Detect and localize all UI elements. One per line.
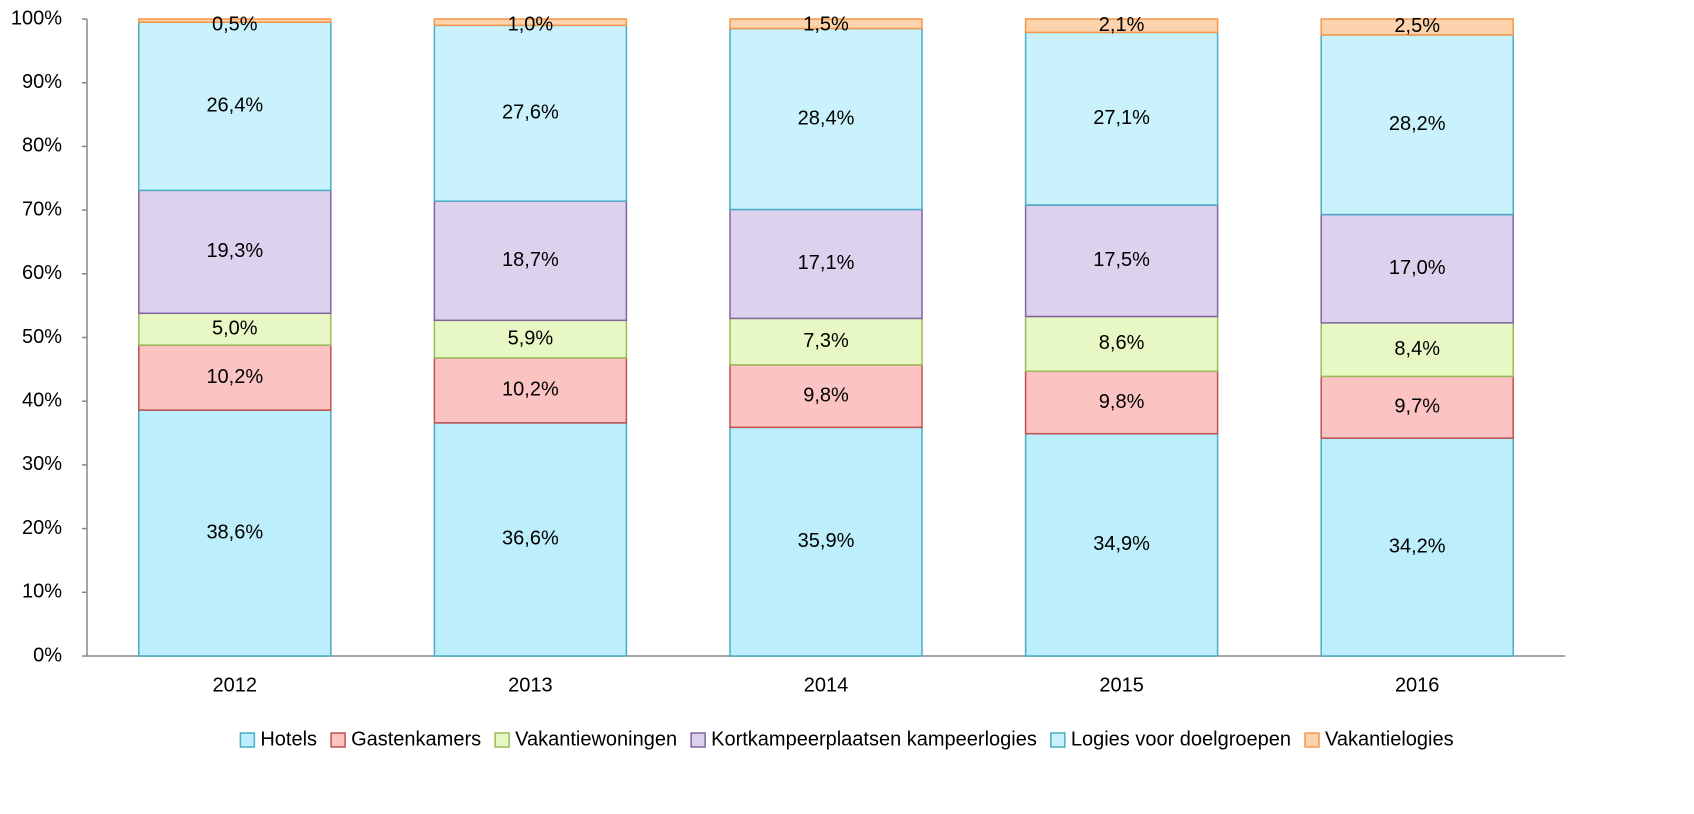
bar-segment [433,200,628,322]
bar-segment [729,18,923,30]
bar-segment [729,27,923,211]
x-tick-label: 2014 [804,674,849,696]
bar-segment [729,317,923,366]
y-tick-label: 10% [22,581,62,603]
data-label: 18,7% [502,249,559,271]
data-label: 35,9% [798,530,855,552]
bar-segment [138,409,332,657]
data-label: 9,8% [1099,391,1145,413]
y-tick-label: 40% [22,389,62,411]
legend-label: Vakantielogies [1325,728,1454,750]
data-label: 7,3% [803,330,849,352]
legend-swatch [1050,732,1066,748]
data-label: 28,2% [1389,113,1446,135]
y-tick-label: 0% [33,644,62,666]
data-label: 5,0% [212,318,258,340]
data-label: 2,5% [1394,15,1440,37]
bar-segment [1024,204,1219,318]
legend-item: Vakantiewoningen [494,728,677,750]
legend-swatch [690,732,706,748]
y-tick-label: 60% [22,262,62,284]
bar-segment [729,364,923,429]
bar-segment [433,357,628,424]
data-label: 17,1% [798,252,855,274]
bar-segment [433,24,628,202]
y-tick-label: 50% [22,326,62,348]
bar-segment [1320,375,1514,439]
x-tick-label: 2015 [1099,674,1144,696]
data-label: 1,5% [803,13,849,35]
bar-segment [138,344,332,411]
y-tick-label: 20% [22,517,62,539]
bar-segment [1320,34,1514,216]
data-label: 17,5% [1093,249,1150,271]
y-tick-label: 90% [22,71,62,93]
legend-swatch [330,732,346,748]
bar-segment [1024,315,1219,373]
data-label: 0,5% [212,13,258,35]
bar-segment [433,319,628,359]
bar-segment [1024,18,1219,34]
data-label: 10,2% [502,379,559,401]
bar-segment [1024,31,1219,206]
data-label: 9,8% [803,384,849,406]
bar-segment [138,189,332,315]
data-label: 36,6% [502,528,559,550]
legend-swatch [1304,732,1320,748]
bar-segment [138,18,332,23]
data-label: 38,6% [206,521,263,543]
bar-segment [433,18,628,27]
data-label: 27,6% [502,102,559,124]
bar-segment [1024,370,1219,435]
data-label: 5,9% [508,327,554,349]
legend-label: Logies voor doelgroepen [1071,728,1291,750]
bar-segment [729,208,923,320]
data-label: 26,4% [206,95,263,117]
data-label: 10,2% [206,366,263,388]
bar-segment [138,312,332,346]
legend-label: Gastenkamers [351,728,481,750]
legend-swatch [494,732,510,748]
data-label: 1,0% [508,13,554,35]
bar-segment [1320,322,1514,378]
bar-segment [1320,437,1514,657]
x-tick-label: 2012 [213,674,258,696]
data-label: 2,1% [1099,14,1145,36]
legend-item: Kortkampeerplaatsen kampeerlogies [690,728,1037,750]
data-label: 17,0% [1389,257,1446,279]
data-label: 27,1% [1093,107,1150,129]
y-tick-label: 30% [22,453,62,475]
bar-segment [138,21,332,192]
legend-item: Hotels [239,728,317,750]
legend-item: Gastenkamers [330,728,481,750]
x-tick-label: 2016 [1395,674,1440,696]
legend-swatch [239,732,256,748]
legend-item: Vakantielogies [1304,728,1454,750]
data-label: 34,2% [1389,535,1446,557]
y-tick-label: 70% [22,198,62,220]
y-tick-label: 80% [22,135,62,157]
data-label: 9,7% [1394,396,1440,418]
legend-label: Kortkampeerplaatsen kampeerlogies [711,728,1037,750]
data-label: 19,3% [206,240,263,262]
bar-segment [729,426,923,657]
data-label: 34,9% [1093,533,1150,555]
bar-segment [1024,432,1219,657]
legend-item: Logies voor doelgroepen [1050,728,1291,750]
bar-segment [433,422,628,657]
legend-label: Vakantiewoningen [515,728,677,750]
data-label: 8,6% [1099,332,1145,354]
y-tick-label: 100% [11,7,62,29]
data-label: 28,4% [798,107,855,129]
bar-segment [1320,18,1514,36]
bar-segment [1320,213,1514,324]
x-tick-label: 2013 [508,674,553,696]
legend-label: Hotels [260,728,317,750]
data-label: 8,4% [1394,338,1440,360]
